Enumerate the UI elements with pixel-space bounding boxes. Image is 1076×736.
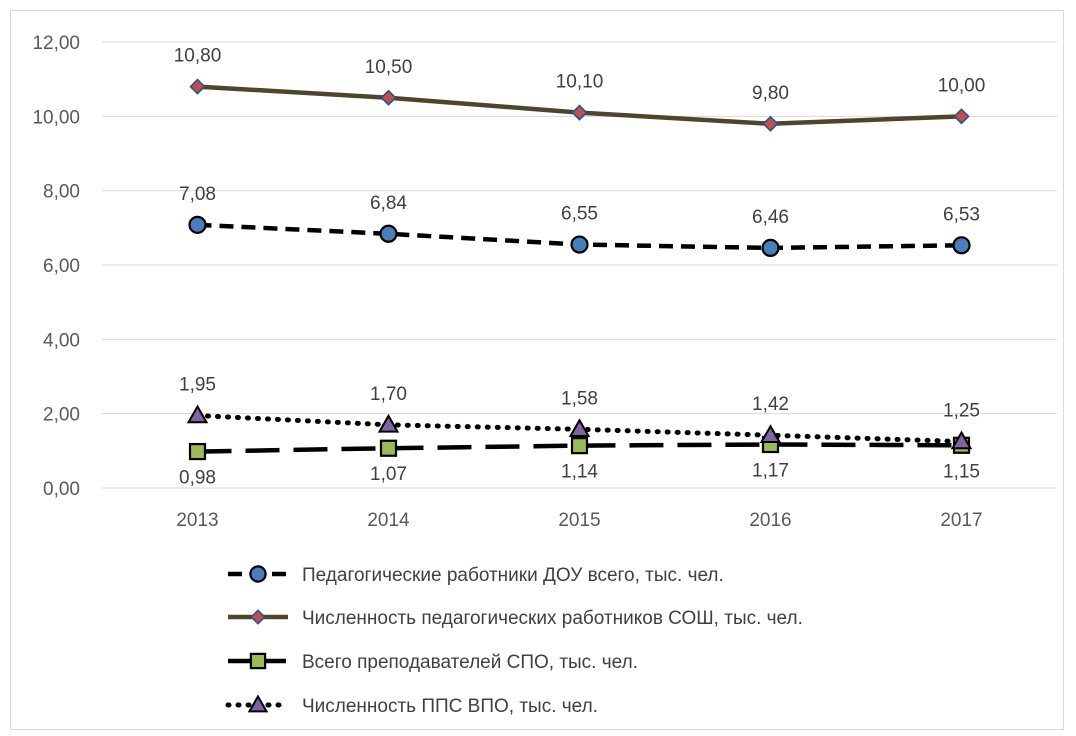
legend-label: Педагогические работники ДОУ всего, тыс.… — [302, 565, 724, 586]
data-label: 1,70 — [370, 384, 407, 405]
data-label: 7,08 — [179, 184, 216, 205]
data-label: 10,10 — [556, 72, 604, 93]
data-label: 6,46 — [752, 207, 789, 228]
y-tick-label: 0,00 — [43, 479, 80, 500]
data-label: 1,14 — [561, 462, 598, 483]
data-label: 0,98 — [179, 468, 216, 489]
data-point-circle — [379, 224, 398, 243]
data-label: 1,17 — [752, 461, 789, 482]
data-label: 10,80 — [174, 46, 222, 67]
data-point-triangle — [186, 404, 209, 424]
legend-label: Численность педагогических работников СО… — [302, 608, 803, 629]
x-tick-label: 2014 — [367, 510, 410, 531]
data-point-diamond — [762, 115, 779, 132]
data-point-circle — [952, 236, 971, 255]
data-point-triangle — [377, 413, 400, 433]
legend-marker-circle — [249, 565, 267, 583]
data-point-triangle — [950, 430, 973, 450]
data-label: 1,25 — [943, 401, 980, 422]
data-point-triangle — [568, 418, 591, 438]
data-label: 1,15 — [943, 461, 980, 482]
data-label: 10,50 — [365, 57, 413, 78]
data-point-square — [570, 437, 589, 455]
y-tick-label: 8,00 — [43, 182, 80, 203]
legend-marker-diamond — [250, 609, 266, 625]
data-point-circle — [570, 235, 589, 254]
data-point-circle — [188, 215, 207, 234]
y-tick-label: 4,00 — [43, 330, 80, 351]
data-point-triangle — [759, 424, 782, 443]
data-label: 9,80 — [752, 83, 789, 104]
y-axis-ticks: 0,00 2,00 4,00 6,00 8,00 10,00 12,00 — [32, 33, 80, 500]
data-point-diamond — [571, 104, 588, 121]
data-point-square — [188, 442, 207, 461]
chart-frame — [10, 10, 1064, 730]
data-label: 6,55 — [561, 204, 598, 225]
series-line-spo — [197, 442, 962, 454]
data-point-diamond — [380, 89, 397, 106]
legend-marker-triangle — [247, 694, 269, 713]
x-axis-ticks: 2013 2014 2015 2016 2017 — [176, 510, 982, 531]
data-point-square — [379, 439, 398, 457]
data-label: 6,84 — [370, 193, 407, 214]
y-tick-label: 2,00 — [43, 405, 80, 426]
x-tick-label: 2016 — [749, 510, 791, 531]
data-label: 6,53 — [943, 204, 980, 225]
data-label: 1,42 — [752, 394, 789, 415]
data-point-diamond — [189, 78, 206, 95]
legend-marker-square — [249, 652, 267, 670]
legend-label: Численность ППС ВПО, тыс. чел. — [302, 696, 598, 717]
data-point-diamond — [953, 108, 970, 125]
data-label: 1,58 — [561, 388, 598, 409]
y-tick-label: 6,00 — [43, 256, 80, 277]
data-labels: 7,08 6,84 6,55 6,46 6,53 10,80 10,50 10,10 9,80 1… — [174, 46, 986, 489]
x-tick-label: 2015 — [558, 510, 600, 531]
x-tick-label: 2013 — [176, 510, 218, 531]
y-tick-label: 10,00 — [32, 107, 80, 128]
legend: Педагогические работники ДОУ всего, тыс.… — [225, 565, 803, 717]
legend-label: Всего преподавателей СПО, тыс. чел. — [302, 652, 638, 673]
data-label: 10,00 — [938, 75, 986, 96]
series-markers — [186, 78, 973, 461]
y-tick-label: 12,00 — [32, 33, 80, 54]
x-tick-label: 2017 — [940, 510, 982, 531]
data-label: 1,07 — [370, 464, 407, 485]
data-point-circle — [761, 238, 780, 258]
data-label: 1,95 — [179, 375, 216, 396]
